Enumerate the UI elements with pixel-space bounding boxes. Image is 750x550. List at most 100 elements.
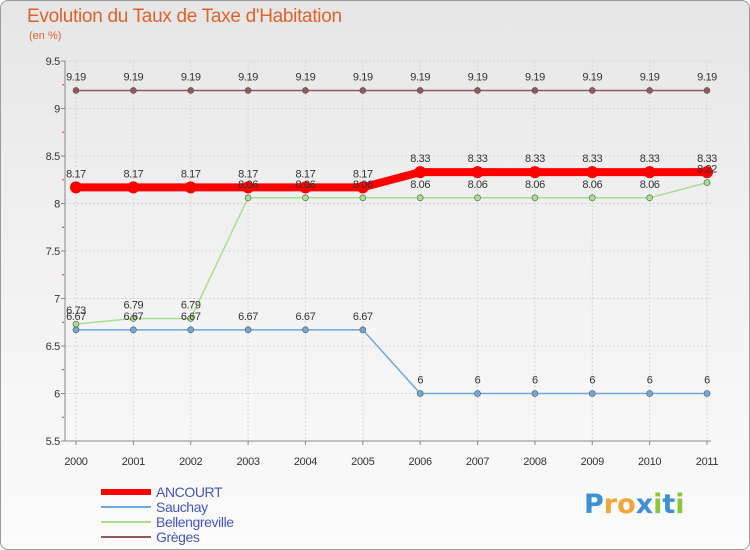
data-label: 8.06 (582, 179, 602, 191)
data-point (586, 166, 599, 179)
data-label: 8.33 (525, 153, 545, 165)
data-label: 9.19 (525, 71, 545, 83)
legend-label: ANCOURT (156, 484, 223, 500)
y-tick-label: 8.5 (46, 151, 61, 163)
data-point (414, 166, 427, 179)
series-line-ancourt (76, 168, 707, 192)
data-point (416, 390, 424, 397)
data-label: 8.06 (353, 179, 373, 191)
data-label: 6 (589, 375, 595, 387)
data-point (130, 87, 137, 94)
data-point (416, 194, 424, 202)
data-label: 9.19 (181, 71, 201, 83)
data-point (244, 87, 252, 94)
data-point (299, 181, 312, 194)
x-tick-label: 2006 (409, 456, 432, 468)
data-point (531, 194, 539, 202)
data-label: 6.67 (353, 311, 373, 323)
data-point (72, 87, 80, 94)
x-tick-label: 2005 (351, 456, 374, 468)
data-label: 8.06 (640, 179, 660, 191)
data-label: 8.06 (410, 179, 430, 191)
data-label: 6 (417, 375, 423, 387)
data-point (127, 181, 140, 194)
data-point (70, 181, 82, 194)
data-point (244, 194, 252, 202)
logo-letter: i (675, 489, 685, 520)
data-point (531, 87, 539, 94)
x-tick-label: 2002 (179, 456, 202, 468)
logo-letter: x (635, 489, 654, 520)
data-point (643, 166, 656, 179)
data-label: 9.19 (123, 71, 143, 83)
data-label: 6 (532, 375, 538, 387)
data-point (302, 87, 309, 94)
data-label: 8.06 (296, 179, 316, 191)
data-point (242, 181, 255, 194)
x-tick-label: 2010 (638, 456, 661, 468)
data-point (359, 326, 367, 334)
data-point (703, 87, 711, 94)
data-point (130, 315, 137, 322)
data-point (416, 87, 424, 94)
legend-item: Sauchay (101, 500, 361, 515)
data-point (474, 87, 481, 94)
data-label: 9.19 (468, 71, 488, 83)
y-tick-label: 7 (54, 294, 60, 306)
data-label: 8.06 (468, 179, 488, 191)
data-label: 9.19 (410, 71, 430, 83)
data-label: 6 (647, 375, 653, 387)
data-point (701, 166, 713, 179)
data-label: 8.17 (181, 168, 201, 180)
data-point (588, 194, 596, 202)
data-label: 6.79 (181, 299, 201, 311)
series-line-sauchay (76, 329, 707, 395)
data-label: 9.19 (697, 71, 717, 83)
data-label: 9.19 (296, 71, 316, 83)
data-point (359, 194, 367, 202)
data-label: 6.67 (238, 311, 258, 323)
data-point (244, 326, 252, 334)
data-label: 6.67 (123, 311, 143, 323)
logo-letter: t (662, 489, 676, 520)
data-point (531, 390, 539, 397)
data-point (187, 326, 195, 334)
legend-label: Grèges (156, 529, 200, 545)
data-point (474, 390, 481, 397)
y-tick-label: 7.5 (46, 246, 61, 258)
y-tick-label: 9.5 (46, 56, 61, 68)
data-label: 9.19 (582, 71, 602, 83)
data-label: 8.06 (525, 179, 545, 191)
data-label: 8.33 (582, 153, 602, 165)
data-point (588, 87, 596, 94)
data-point (302, 326, 309, 334)
x-tick-label: 2011 (696, 456, 719, 468)
data-point (474, 194, 481, 202)
data-label: 6.67 (181, 311, 201, 323)
x-tick-label: 2008 (523, 456, 546, 468)
chart-title: Evolution du Taux de Taxe d'Habitation (27, 6, 342, 27)
y-tick-label: 8 (54, 199, 60, 211)
data-point (187, 87, 195, 94)
y-tick-label: 6.5 (46, 341, 61, 353)
data-point (646, 87, 653, 94)
data-label: 8.06 (238, 179, 258, 191)
data-point (646, 194, 653, 202)
data-label: 9.19 (238, 71, 258, 83)
data-label: 9.19 (66, 71, 86, 83)
chart-subtitle: (en %) (29, 30, 62, 42)
data-label: 8.33 (410, 153, 430, 165)
data-point (588, 390, 596, 397)
x-tick-label: 2007 (466, 456, 489, 468)
data-label: 8.17 (66, 168, 86, 180)
data-label: 9.19 (640, 71, 660, 83)
chart-legend: ANCOURT Sauchay Bellengreville Grèges (101, 485, 361, 545)
legend-item: ANCOURT (101, 485, 361, 500)
series-line-bellengreville (75, 181, 708, 325)
data-point (471, 166, 484, 179)
data-label: 9.19 (353, 71, 373, 83)
logo-letter: i (653, 489, 663, 520)
data-label: 8.17 (238, 168, 258, 180)
legend-item: Bellengreville (101, 515, 361, 530)
